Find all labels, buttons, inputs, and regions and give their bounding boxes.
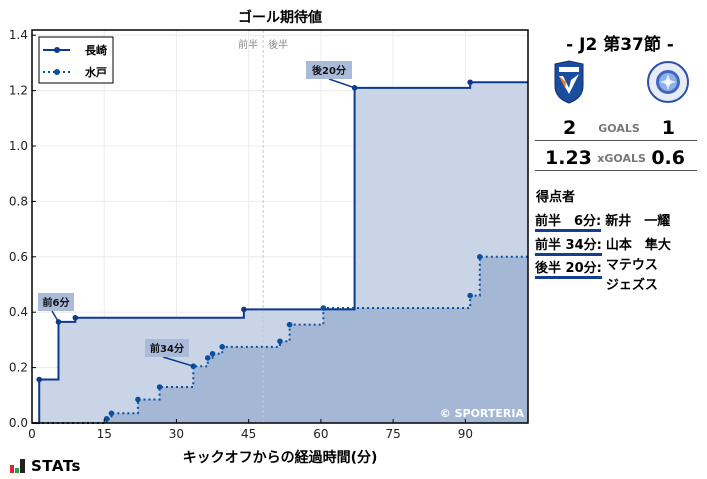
data-point: [103, 416, 110, 422]
data-point: [72, 314, 79, 321]
data-point: [351, 85, 358, 91]
data-point: [286, 321, 293, 328]
x-tick-label: 30: [169, 427, 184, 441]
second-half-label: 後半: [268, 38, 288, 51]
legend-label: 長崎: [85, 43, 107, 57]
home-goals: 2: [563, 117, 577, 139]
away-xgoals: 0.6: [651, 147, 685, 169]
xgoals-label: xGOALS: [597, 151, 646, 165]
y-tick-label: 1.4: [9, 28, 28, 42]
annotation-label: 前34分: [150, 342, 184, 355]
brand-text: STATs: [31, 457, 81, 475]
brand-logo: STATs: [10, 457, 81, 475]
x-tick-label: 90: [458, 427, 473, 441]
annotation-box: [145, 339, 189, 357]
annotation-arrow: [51, 310, 60, 323]
y-tick-label: 1.0: [9, 139, 28, 153]
xgoals-row: 1.23 xGOALS 0.6: [535, 146, 697, 171]
plot-frame: [31, 29, 529, 424]
annotation-arrow: [162, 356, 194, 367]
data-point: [467, 292, 473, 299]
home-xgoals: 1.23: [545, 147, 592, 169]
x-tick-label: 45: [241, 427, 256, 441]
x-tick-label: 75: [385, 427, 400, 441]
mito-hollyhock-crest-icon: [647, 61, 689, 103]
goals-label: GOALS: [598, 121, 640, 135]
scorer-time: 前半 34分:: [535, 234, 602, 256]
chart-title: ゴール期待値: [238, 10, 322, 26]
y-tick-label: 0.2: [9, 361, 28, 375]
scorer-item: 前半 34分: 山本 隼大: [535, 234, 671, 256]
annotation-box: [38, 293, 74, 311]
data-point: [219, 344, 225, 350]
legend-marker: [54, 69, 60, 75]
goals-row: 2 GOALS 1: [535, 116, 697, 141]
annotation-arrow: [328, 78, 355, 89]
scorer-item: 後半 20分: マテウス ジェズス: [535, 257, 658, 296]
legend-box: [38, 36, 114, 84]
series-line: [32, 81, 528, 424]
x-axis-label: キックオフからの経過時間(分): [182, 450, 378, 466]
data-point: [108, 410, 115, 417]
data-point: [467, 79, 473, 86]
x-tick-label: 60: [313, 427, 328, 441]
scorers-title: 得点者: [536, 190, 576, 205]
y-tick-label: 0.4: [9, 305, 28, 319]
scorer-time: 後半 20分:: [535, 257, 602, 279]
annotation-label: 前6分: [43, 296, 70, 309]
away-goals: 1: [661, 117, 675, 139]
data-point: [476, 253, 483, 260]
y-tick-label: 1.2: [9, 84, 28, 98]
watermark: © SPORTERIA: [440, 407, 525, 420]
data-point: [156, 384, 163, 390]
series-area: [32, 256, 528, 423]
data-point: [190, 363, 197, 370]
data-point: [36, 376, 43, 383]
scorer-name: 山本 隼大: [605, 238, 671, 253]
data-point: [320, 305, 327, 311]
match-title: - J2 第37節 -: [566, 35, 674, 55]
legend-label: 水戸: [85, 65, 107, 79]
data-point: [241, 306, 247, 313]
x-tick-label: 15: [97, 427, 112, 441]
data-point: [277, 338, 283, 345]
y-tick-label: 0.8: [9, 194, 28, 208]
annotation-label: 後20分: [312, 64, 346, 77]
data-point: [135, 396, 141, 403]
scorer-name: 新井 一耀: [605, 214, 671, 229]
scorer-time: 前半 6分:: [535, 210, 602, 232]
annotation-box: [306, 61, 352, 79]
scorer-item: 前半 6分: 新井 一耀: [535, 210, 670, 232]
stats-bars-icon: [10, 459, 25, 473]
y-tick-label: 0.0: [9, 416, 28, 430]
x-tick-label: 0: [28, 427, 36, 441]
legend-marker: [54, 47, 60, 53]
data-point: [204, 355, 211, 361]
v-varen-crest-icon: [554, 60, 584, 104]
scorer-name: マテウス ジェズス: [605, 258, 658, 293]
data-point: [209, 350, 216, 357]
first-half-label: 前半: [238, 38, 258, 51]
y-tick-label: 0.6: [9, 250, 28, 264]
